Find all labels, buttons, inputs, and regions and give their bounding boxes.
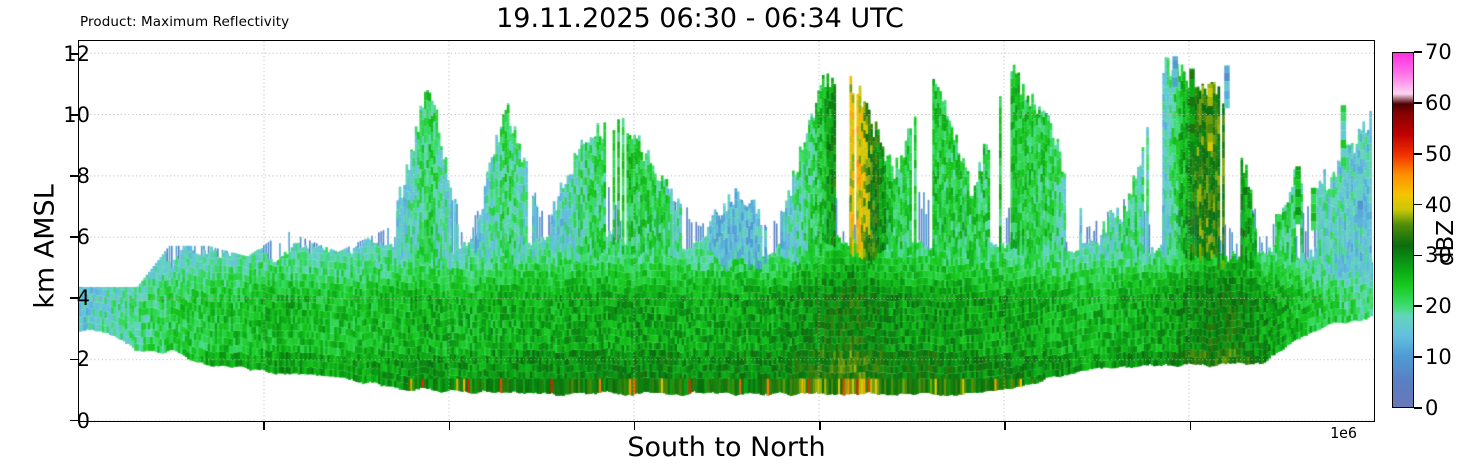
colorbar-tick-mark — [1414, 254, 1422, 257]
chart-title: 19.11.2025 06:30 - 06:34 UTC — [496, 3, 904, 34]
y-axis-tick-mark — [70, 175, 78, 177]
colorbar-tick-mark — [1414, 152, 1422, 155]
colorbar — [1392, 52, 1414, 408]
x-axis-tick-mark — [1189, 422, 1192, 430]
y-axis-tick-label: 2 — [76, 347, 90, 372]
radar-cross-section-plot — [78, 40, 1375, 422]
x-axis-tick-mark — [263, 422, 265, 430]
x-axis-tick-mark — [633, 422, 636, 430]
x-axis-label: South to North — [627, 432, 826, 463]
y-axis-tick-label: 6 — [76, 225, 90, 250]
y-axis-tick-mark — [70, 236, 78, 238]
x-axis-tick-mark — [1004, 422, 1007, 430]
colorbar-tick-mark — [1414, 203, 1422, 206]
colorbar-tick-label: 30 — [1425, 243, 1452, 268]
colorbar-tick-label: 50 — [1425, 141, 1452, 166]
y-axis-tick-mark — [70, 419, 78, 422]
product-label: Product: Maximum Reflectivity — [80, 14, 290, 30]
y-axis-label: km AMSL — [29, 184, 61, 309]
y-axis-tick-mark — [70, 114, 78, 116]
x-axis-offset-text: 1e6 — [1330, 424, 1358, 442]
colorbar-gradient — [1392, 52, 1414, 408]
colorbar-tick-mark — [1414, 305, 1422, 308]
x-axis-tick-mark — [819, 422, 821, 430]
y-axis-tick-label: 0 — [76, 408, 90, 433]
colorbar-tick-mark — [1414, 51, 1422, 53]
colorbar-tick-mark — [1414, 407, 1422, 409]
colorbar-tick-label: 10 — [1425, 345, 1452, 370]
x-axis-tick-mark — [448, 422, 451, 430]
reflectivity-heatmap-canvas — [79, 41, 1373, 420]
colorbar-tick-label: 20 — [1425, 294, 1452, 319]
y-axis-tick-mark — [70, 358, 78, 361]
y-axis-tick-mark — [70, 52, 78, 55]
y-axis-tick-label: 8 — [76, 163, 90, 188]
y-axis-tick-mark — [70, 297, 78, 300]
y-axis-tick-label: 4 — [76, 286, 90, 311]
colorbar-tick-mark — [1414, 356, 1422, 358]
colorbar-tick-label: 70 — [1425, 40, 1452, 64]
colorbar-tick-label: 0 — [1425, 396, 1439, 420]
colorbar-tick-mark — [1414, 102, 1422, 104]
colorbar-tick-label: 40 — [1425, 192, 1452, 217]
colorbar-tick-label: 60 — [1425, 90, 1452, 115]
